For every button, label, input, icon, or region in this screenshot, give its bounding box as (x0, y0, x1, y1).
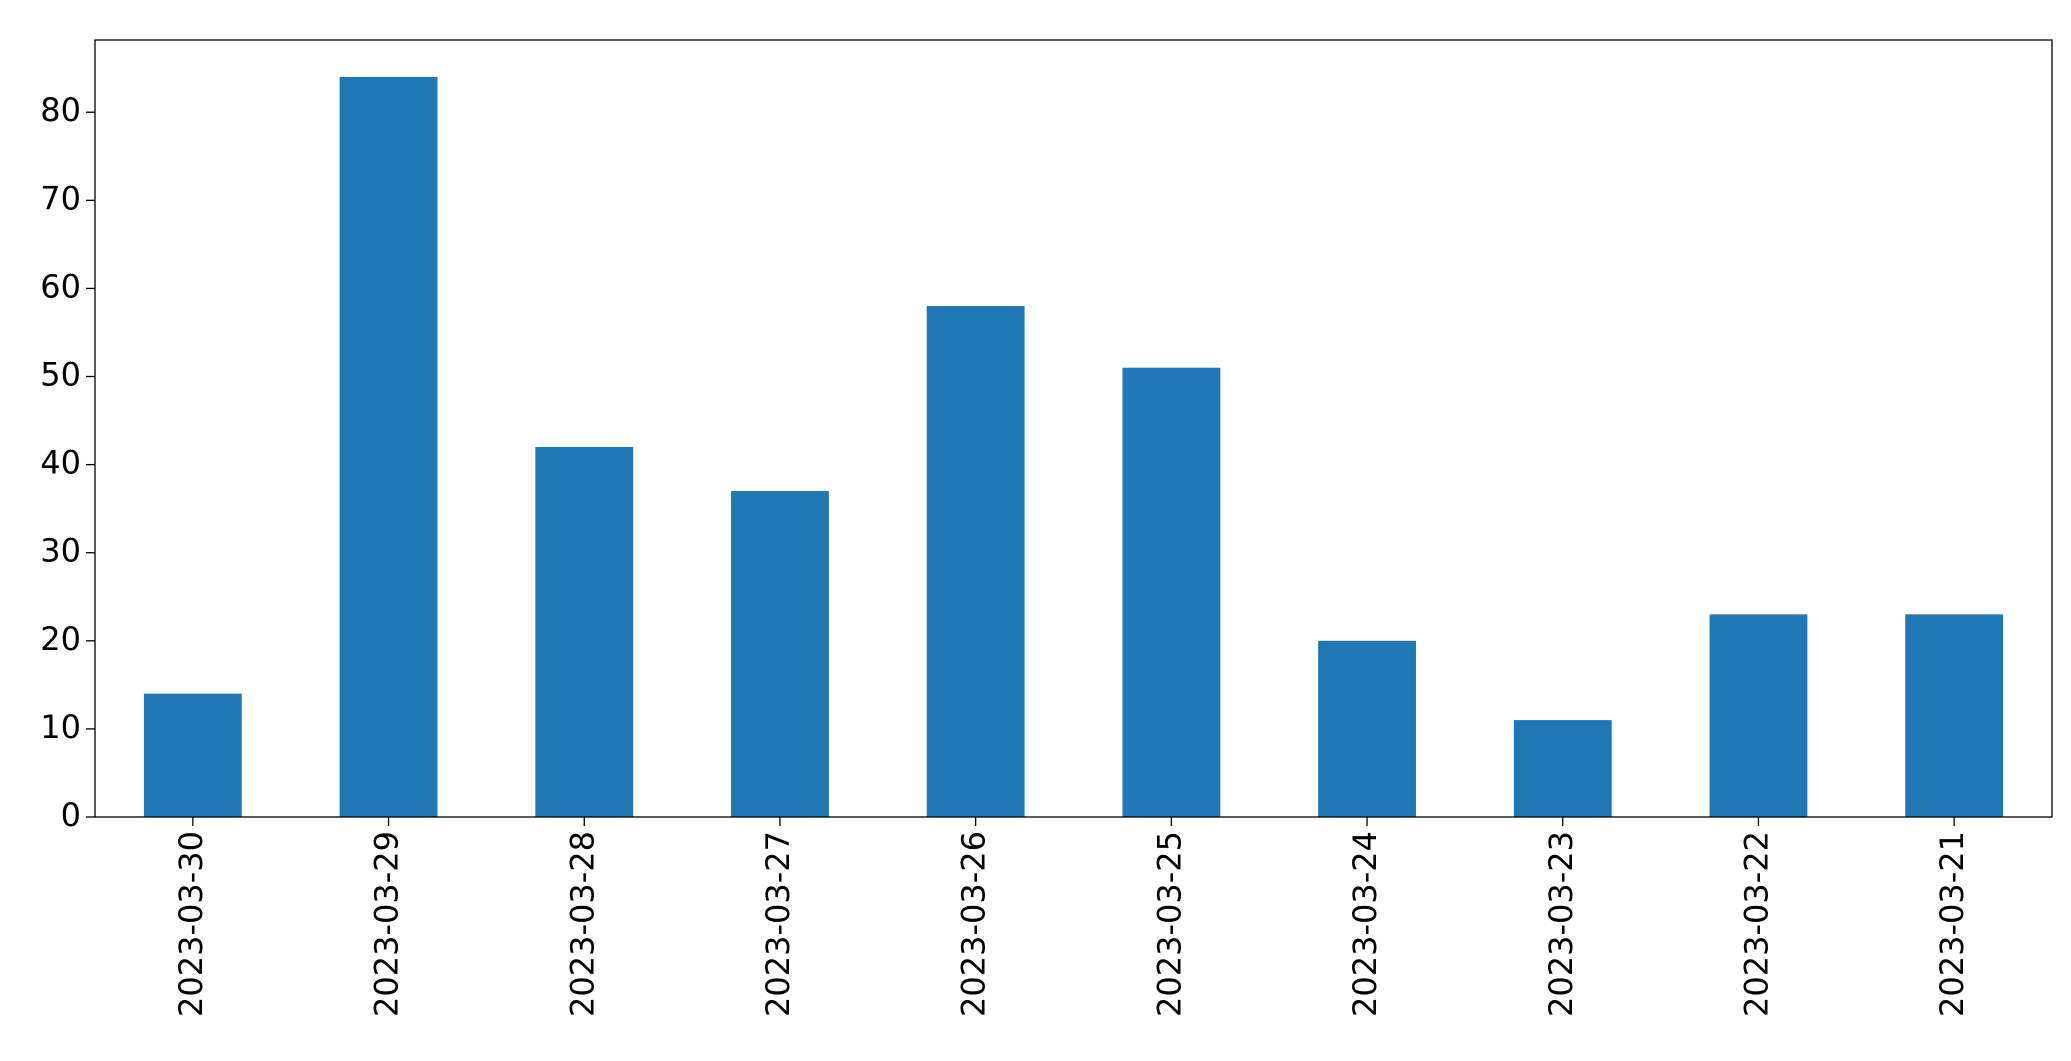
y-tick-label: 0 (61, 796, 81, 834)
y-tick-label: 60 (40, 267, 81, 305)
bar (1318, 640, 1416, 817)
y-tick-label: 10 (40, 708, 81, 746)
x-tick-label: 2023-03-22 (1737, 831, 1775, 1017)
bar (535, 447, 634, 817)
bar (1122, 367, 1221, 817)
y-tick-label: 30 (40, 532, 81, 570)
y-tick-label: 40 (40, 444, 81, 482)
x-tick-label: 2023-03-21 (1933, 831, 1971, 1017)
bar (143, 693, 242, 817)
y-tick-label: 50 (40, 356, 81, 394)
x-tick-label: 2023-03-27 (759, 831, 797, 1017)
x-tick-label: 2023-03-30 (172, 831, 210, 1017)
bar (1513, 720, 1612, 817)
bar (339, 77, 438, 817)
x-tick-label: 2023-03-25 (1150, 831, 1188, 1017)
x-tick-label: 2023-03-28 (563, 831, 601, 1017)
x-tick-label: 2023-03-26 (955, 831, 993, 1017)
bar (1905, 614, 2004, 817)
x-tick-label: 2023-03-29 (368, 831, 406, 1017)
x-tick-label: 2023-03-23 (1542, 831, 1580, 1017)
y-tick-label: 80 (40, 91, 81, 129)
bar (731, 491, 829, 817)
bar (1709, 614, 1808, 817)
y-tick-label: 20 (40, 620, 81, 658)
x-tick-label: 2023-03-24 (1346, 831, 1384, 1017)
bar (926, 306, 1025, 817)
y-tick-label: 70 (40, 179, 81, 217)
axes-frame (94, 39, 2053, 818)
